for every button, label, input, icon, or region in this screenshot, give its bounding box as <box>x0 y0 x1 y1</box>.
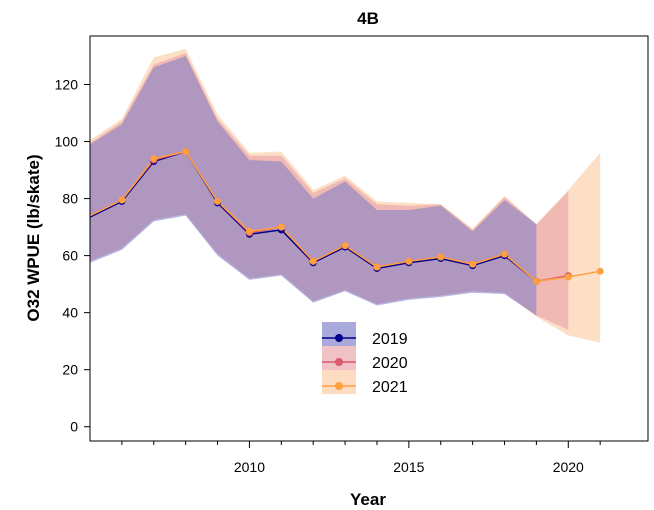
x-tick-label-2015: 2015 <box>393 459 424 475</box>
x-tick-label-2010: 2010 <box>234 459 265 475</box>
y-axis-title: O32 WPUE (lb/skate) <box>24 154 43 321</box>
y-tick-label-0: 0 <box>70 419 78 435</box>
chart-title: 4B <box>357 9 379 28</box>
point-2021-2017 <box>469 260 477 268</box>
point-2021-2007 <box>150 155 158 163</box>
legend-marker-2021 <box>335 382 343 390</box>
point-2021-2006 <box>118 196 126 204</box>
y-tick-label-20: 20 <box>62 362 78 378</box>
y-tick-label-100: 100 <box>55 134 79 150</box>
legend-label-2019: 2019 <box>372 331 408 348</box>
point-2021-2009 <box>214 197 222 205</box>
legend-label-2020: 2020 <box>372 355 408 372</box>
y-tick-label-40: 40 <box>62 305 78 321</box>
series-points <box>118 148 604 285</box>
plot-frame <box>89 35 649 442</box>
point-2021-2018 <box>501 250 509 258</box>
y-tick-label-60: 60 <box>62 248 78 264</box>
point-2021-2020 <box>564 273 572 281</box>
point-2021-2021 <box>596 267 604 275</box>
point-2021-2013 <box>341 242 349 250</box>
legend: 2019 2020 2021 <box>322 322 408 396</box>
legend-marker-2020 <box>335 358 343 366</box>
legend-label-2021: 2021 <box>372 379 408 396</box>
point-2021-2019 <box>532 277 540 285</box>
point-2021-2008 <box>182 148 190 156</box>
x-axis-title: Year <box>350 490 386 509</box>
x-tick-label-2020: 2020 <box>553 459 584 475</box>
y-tick-label-80: 80 <box>62 191 78 207</box>
point-2021-2010 <box>245 227 253 235</box>
point-2021-2012 <box>309 257 317 265</box>
x-axis: 2010 2015 2020 <box>121 441 601 475</box>
y-axis: 0 20 40 60 80 100 120 <box>55 76 90 435</box>
point-2021-2015 <box>405 257 413 265</box>
confidence-bands <box>90 48 601 343</box>
y-tick-label-120: 120 <box>55 76 79 92</box>
band-2019 <box>90 55 537 316</box>
point-2021-2016 <box>437 253 445 261</box>
point-2021-2011 <box>277 223 285 231</box>
point-2021-2014 <box>373 263 381 271</box>
legend-marker-2019 <box>335 334 343 342</box>
